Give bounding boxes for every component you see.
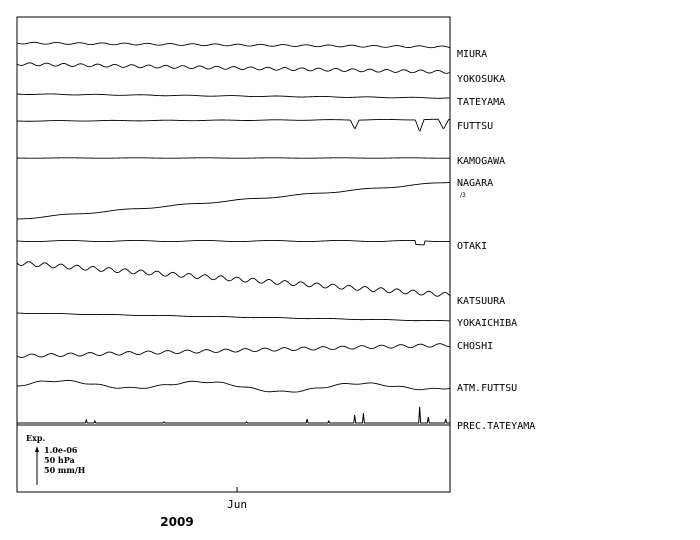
scale-legend: Exp. 1.0e-06 50 hPa 50 mm/H — [26, 433, 86, 485]
plot-frame — [16, 16, 451, 493]
trace-futtsu — [16, 118, 451, 132]
station-label-nagara: NAGARA — [457, 178, 493, 189]
x-axis-group: Jun — [227, 487, 247, 511]
station-label-yokaichiba: YOKAICHIBA — [457, 318, 517, 329]
station-note-nagara: /3 — [460, 192, 466, 199]
station-label-tateyama: TATEYAMA — [457, 97, 505, 108]
trace-katsuura — [16, 261, 451, 297]
trace-nagara — [16, 182, 451, 220]
trace-atm-futtsu — [16, 379, 451, 393]
x-year-label: 2009 — [160, 515, 193, 529]
x-tick-label-1: Jun — [227, 498, 247, 511]
station-label-otaki: OTAKI — [457, 241, 487, 252]
trace-tateyama — [16, 93, 451, 99]
station-label-kamogawa: KAMOGAWA — [457, 156, 505, 167]
station-label-miura: MIURA — [457, 49, 487, 60]
trace-yokosuka — [16, 62, 451, 74]
trace-choshi — [16, 343, 451, 358]
trace-yokaichiba — [16, 312, 451, 322]
scale-legend-line-3: 50 mm/H — [44, 465, 86, 475]
station-label-atm-futtsu: ATM.FUTTSU — [457, 383, 517, 394]
station-label-katsuura: KATSUURA — [457, 296, 505, 307]
station-label-futtsu: FUTTSU — [457, 121, 493, 132]
scale-legend-line-2: 50 hPa — [44, 455, 75, 465]
scale-arrow-head — [35, 446, 39, 452]
station-label-choshi: CHOSHI — [457, 341, 493, 352]
trace-prec-tateyama — [17, 406, 450, 424]
station-label-prec-tateyama: PREC.TATEYAMA — [457, 421, 535, 432]
scale-legend-title: Exp. — [26, 433, 45, 443]
station-label-yokosuka: YOKOSUKA — [457, 74, 505, 85]
trace-otaki — [16, 239, 451, 246]
trace-miura — [16, 41, 451, 49]
traces-group — [16, 41, 451, 424]
station-labels-group: MIURA YOKOSUKA TATEYAMA FUTTSU KAMOGAWA NAGAR… — [457, 49, 535, 432]
scale-legend-line-1: 1.0e-06 — [44, 445, 78, 455]
